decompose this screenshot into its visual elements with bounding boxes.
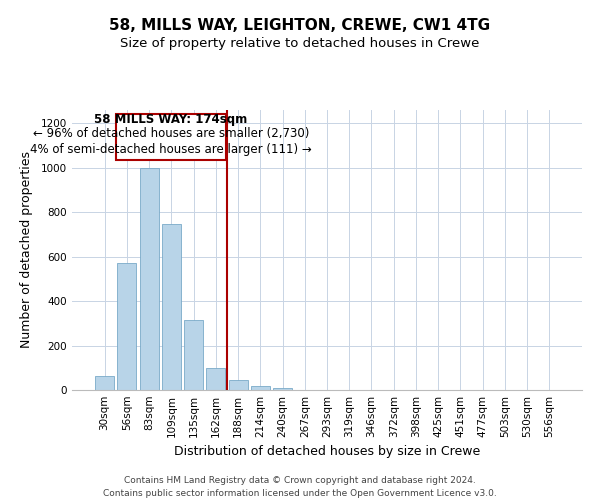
Text: Size of property relative to detached houses in Crewe: Size of property relative to detached ho… bbox=[121, 38, 479, 51]
Bar bbox=[229, 380, 248, 390]
Text: 58, MILLS WAY, LEIGHTON, CREWE, CW1 4TG: 58, MILLS WAY, LEIGHTON, CREWE, CW1 4TG bbox=[109, 18, 491, 32]
Bar bbox=[140, 168, 158, 390]
Text: ← 96% of detached houses are smaller (2,730): ← 96% of detached houses are smaller (2,… bbox=[32, 127, 309, 140]
X-axis label: Distribution of detached houses by size in Crewe: Distribution of detached houses by size … bbox=[174, 446, 480, 458]
Bar bbox=[95, 376, 114, 390]
Bar bbox=[251, 386, 270, 390]
Bar bbox=[118, 264, 136, 390]
Text: 58 MILLS WAY: 174sqm: 58 MILLS WAY: 174sqm bbox=[94, 114, 247, 126]
Bar bbox=[162, 224, 181, 390]
Bar bbox=[184, 320, 203, 390]
Bar bbox=[273, 388, 292, 390]
Bar bbox=[206, 368, 225, 390]
Text: Contains HM Land Registry data © Crown copyright and database right 2024.
Contai: Contains HM Land Registry data © Crown c… bbox=[103, 476, 497, 498]
Bar bbox=[116, 114, 226, 160]
Y-axis label: Number of detached properties: Number of detached properties bbox=[20, 152, 32, 348]
Text: 4% of semi-detached houses are larger (111) →: 4% of semi-detached houses are larger (1… bbox=[30, 144, 311, 156]
